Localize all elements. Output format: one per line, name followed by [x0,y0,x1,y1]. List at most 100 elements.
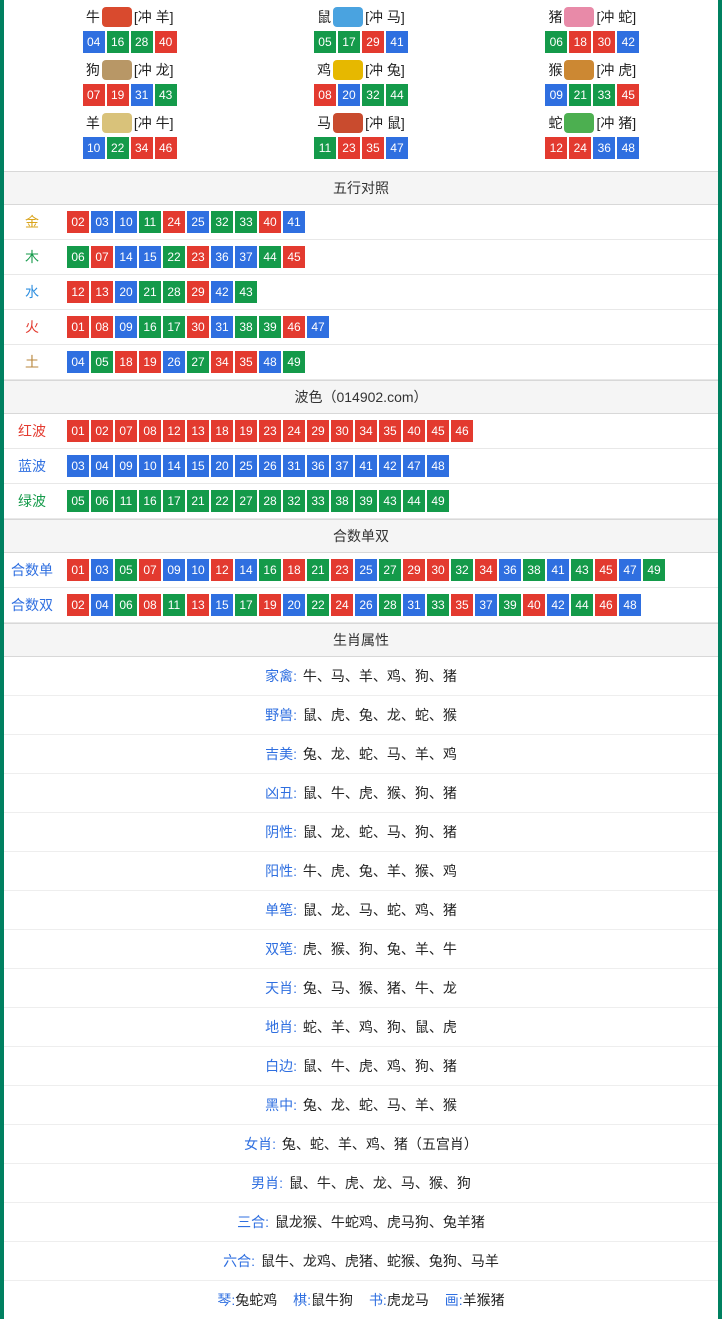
zodiac-animal-icon [102,113,132,133]
number-chip: 28 [163,281,185,303]
zodiac-animal-icon [333,113,363,133]
property-row: 单笔: 鼠、龙、马、蛇、鸡、猪 [4,891,718,930]
number-chip: 47 [386,137,408,159]
number-chip: 40 [403,420,425,442]
number-chip: 17 [235,594,257,616]
number-chip: 46 [451,420,473,442]
qqs-item: 琴:兔蛇鸡 [217,1292,281,1308]
number-chip: 43 [155,84,177,106]
number-chip: 16 [139,490,161,512]
number-chip: 16 [259,559,281,581]
number-chip: 19 [139,351,161,373]
qqs-key: 书: [369,1292,387,1308]
zodiac-cell: 马 [冲 鼠] 11233547 [245,110,476,163]
number-chip: 25 [187,211,209,233]
property-value: 鼠、虎、兔、龙、蛇、猴 [303,707,457,723]
property-row: 吉美: 兔、龙、蛇、马、羊、鸡 [4,735,718,774]
number-chip: 30 [331,420,353,442]
number-chip: 11 [139,211,161,233]
number-chip: 23 [187,246,209,268]
heshu-title: 合数单双 [4,520,718,553]
zodiac-name: 蛇 [548,113,562,133]
number-chip: 47 [619,559,641,581]
number-chip: 44 [386,84,408,106]
number-chip: 28 [259,490,281,512]
property-value: 兔、龙、蛇、马、羊、猴 [303,1097,457,1113]
number-chip: 45 [427,420,449,442]
number-chip: 05 [115,559,137,581]
number-chip: 09 [163,559,185,581]
number-chip: 45 [617,84,639,106]
number-chip: 44 [403,490,425,512]
number-chip: 13 [91,281,113,303]
property-key: 吉美: [265,746,297,762]
number-chip: 33 [593,84,615,106]
number-chip: 35 [379,420,401,442]
qqs-key: 棋: [293,1292,311,1308]
number-chip: 12 [67,281,89,303]
row-label: 火 [4,310,60,345]
zodiac-numbers: 08203244 [245,84,476,106]
number-chip: 25 [235,455,257,477]
number-chip: 04 [91,594,113,616]
number-chip: 44 [259,246,281,268]
number-chip: 49 [427,490,449,512]
number-chip: 48 [427,455,449,477]
number-chip: 46 [283,316,305,338]
number-chip: 25 [355,559,377,581]
property-value: 兔、蛇、羊、鸡、猪（五宫肖） [282,1136,478,1152]
zodiac-cell: 猴 [冲 虎] 09213345 [477,57,708,110]
number-chip: 40 [523,594,545,616]
number-chip: 11 [314,137,336,159]
number-chip: 02 [67,211,89,233]
number-chip: 35 [235,351,257,373]
number-chip: 48 [619,594,641,616]
number-chip: 32 [451,559,473,581]
qqs-key: 画: [445,1292,463,1308]
number-chip: 38 [331,490,353,512]
number-chip: 06 [545,31,567,53]
number-chip: 39 [499,594,521,616]
row-numbers: 0204060811131517192022242628313335373940… [60,588,718,623]
zodiac-name: 猪 [548,7,562,27]
row-label: 金 [4,205,60,240]
zodiac-animal-icon [564,113,594,133]
number-chip: 34 [475,559,497,581]
number-chip: 05 [67,490,89,512]
number-chip: 18 [569,31,591,53]
property-row: 天肖: 兔、马、猴、猪、牛、龙 [4,969,718,1008]
number-chip: 15 [139,246,161,268]
number-chip: 31 [283,455,305,477]
number-chip: 15 [187,455,209,477]
shengxiao-table: 生肖属性 [4,623,718,657]
number-chip: 48 [259,351,281,373]
property-value: 兔、龙、蛇、马、羊、鸡 [303,746,457,762]
number-chip: 42 [379,455,401,477]
row-numbers: 0108091617303138394647 [60,310,718,345]
number-chip: 07 [139,559,161,581]
property-value: 牛、虎、兔、羊、猴、鸡 [303,863,457,879]
number-chip: 22 [211,490,233,512]
number-chip: 09 [115,455,137,477]
property-key: 女肖: [244,1136,276,1152]
zodiac-name: 马 [317,113,331,133]
zodiac-chong: [冲 羊] [134,7,174,27]
number-chip: 45 [595,559,617,581]
number-chip: 32 [211,211,233,233]
number-chip: 17 [163,490,185,512]
number-chip: 43 [235,281,257,303]
property-value: 鼠、牛、虎、鸡、狗、猪 [303,1058,457,1074]
property-row: 白边: 鼠、牛、虎、鸡、狗、猪 [4,1047,718,1086]
number-chip: 29 [187,281,209,303]
row-label: 合数单 [4,553,60,588]
number-chip: 19 [259,594,281,616]
property-row: 阳性: 牛、虎、兔、羊、猴、鸡 [4,852,718,891]
number-chip: 03 [91,211,113,233]
qqs-item: 书:虎龙马 [369,1292,433,1308]
zodiac-name: 鼠 [317,7,331,27]
zodiac-animal-icon [102,7,132,27]
number-chip: 26 [259,455,281,477]
zodiac-chong: [冲 马] [365,7,405,27]
property-row: 六合: 鼠牛、龙鸡、虎猪、蛇猴、兔狗、马羊 [4,1242,718,1281]
property-key: 野兽: [265,707,297,723]
